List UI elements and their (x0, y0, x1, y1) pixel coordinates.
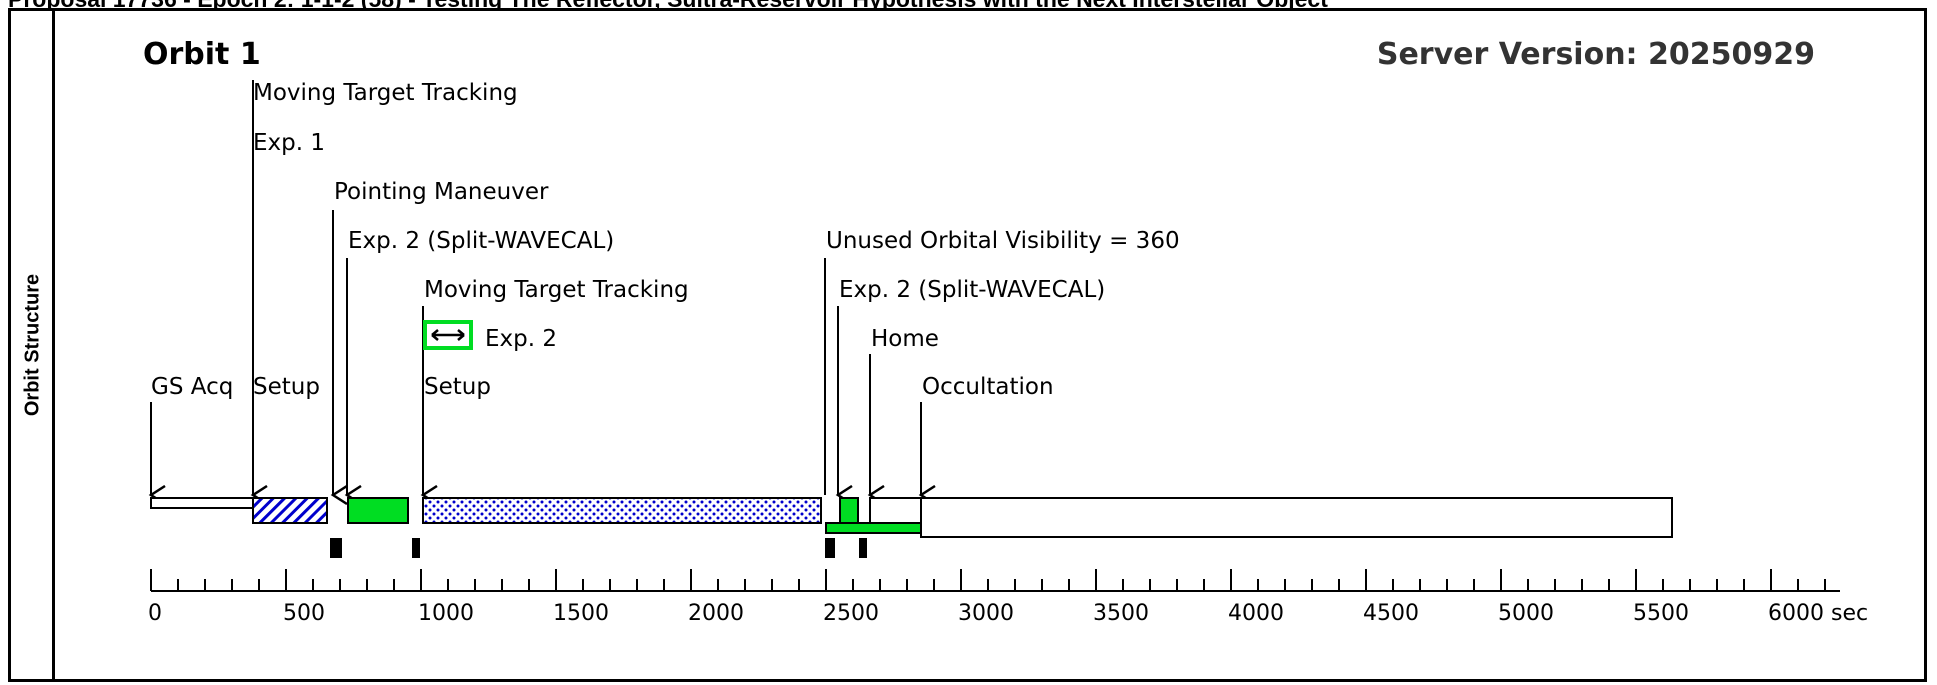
marker-block (330, 538, 342, 558)
axis-tick-label: 5500 (1633, 601, 1689, 626)
marker-block (825, 538, 835, 558)
event-label-home: Home (871, 326, 939, 352)
axis-tick-label: 1500 (553, 601, 609, 626)
double-arrow-icon (425, 322, 471, 348)
axis-tick-label: 3000 (958, 601, 1014, 626)
event-label-setup-2: Setup (424, 374, 491, 400)
event-label-moving-target-tracking: Moving Target Tracking (253, 80, 518, 106)
event-label-gs-acq: GS Acq (151, 374, 233, 400)
axis-tick-label: 0 (148, 601, 162, 626)
axis-tick-label: 4500 (1363, 601, 1419, 626)
axis-tick-label: 6000 sec (1768, 601, 1868, 626)
setup-tracking-bar (253, 498, 327, 523)
axis-tick-label: 3500 (1093, 601, 1149, 626)
exp2-split-2-bar (840, 498, 858, 523)
time-axis: 0 500 1000 1500 2000 2500 3000 3500 4000 4500 5000… (148, 569, 1868, 626)
occultation-bar (921, 498, 1672, 537)
event-label-occultation: Occultation (922, 374, 1054, 400)
event-label-setup: Setup (253, 374, 320, 400)
axis-tick-label: 2500 (823, 601, 879, 626)
exp2-split-bar (348, 498, 408, 523)
moving-target-tracking-bar (423, 498, 821, 523)
event-label-exp2-split-2: Exp. 2 (Split-WAVECAL) (839, 277, 1105, 303)
marker-block (859, 538, 867, 558)
event-label-pointing-maneuver: Pointing Maneuver (334, 179, 549, 205)
unused-visibility-bar (826, 523, 921, 533)
event-label-exp2-split: Exp. 2 (Split-WAVECAL) (348, 228, 614, 254)
axis-tick-label: 2000 (688, 601, 744, 626)
axis-tick-label: 1000 (418, 601, 474, 626)
axis-tick-label: 5000 (1498, 601, 1554, 626)
axis-tick-label: 4000 (1228, 601, 1284, 626)
event-label-moving-target-tracking-2: Moving Target Tracking (424, 277, 689, 303)
event-label-exp2: Exp. 2 (485, 326, 557, 352)
event-label-exp1: Exp. 1 (253, 130, 325, 156)
server-version: Server Version: 20250929 (1377, 37, 1815, 72)
marker-block (412, 538, 420, 558)
axis-tick-label: 500 (283, 601, 325, 626)
event-label-unused-visibility: Unused Orbital Visibility = 360 (826, 228, 1180, 254)
orbit-title: Orbit 1 (143, 37, 261, 72)
gs-acq-bar (151, 498, 253, 508)
